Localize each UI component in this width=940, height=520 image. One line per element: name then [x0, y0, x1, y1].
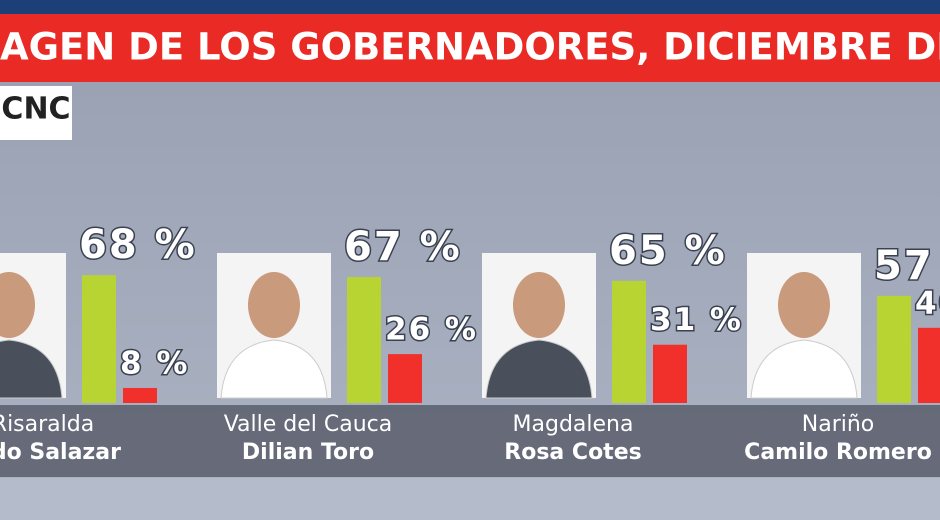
value-label: 40 % [915, 285, 940, 321]
region-name: Risaralda [0, 412, 94, 437]
bar [877, 295, 911, 403]
value-label: 57 % [874, 243, 940, 289]
bar [347, 277, 381, 403]
value-label: 26 % [385, 312, 478, 348]
photo-body [485, 339, 593, 399]
bar [653, 344, 687, 403]
bar [82, 275, 116, 403]
governor-name: redo Salazar [0, 440, 121, 465]
governor-name: Rosa Cotes [504, 440, 641, 465]
region-name: Magdalena [513, 412, 634, 437]
governor-name: Dilian Toro [242, 440, 374, 465]
value-label: 8 % [120, 345, 189, 381]
name-band [0, 405, 940, 477]
region-name: Valle del Cauca [224, 412, 393, 437]
bottom-band [0, 478, 940, 520]
photo-head [248, 272, 300, 338]
value-label: 31 % [650, 302, 743, 338]
governor-name: Camilo Romero [744, 440, 932, 465]
photo-head [0, 272, 35, 338]
photo-head [778, 272, 830, 338]
photo-body [0, 339, 63, 399]
value-label: 68 % [79, 222, 197, 268]
bar [612, 280, 646, 403]
top-band [0, 0, 940, 14]
bar [918, 327, 940, 403]
value-label: 65 % [609, 228, 727, 274]
photo-body [750, 339, 858, 399]
photo-body [220, 339, 328, 399]
chart-title: AGEN DE LOS GOBERNADORES, DICIEMBRE DE 2… [0, 26, 940, 69]
region-name: Nariño [802, 412, 875, 437]
logo: CNC [1, 92, 70, 127]
bar [123, 387, 157, 403]
logo-box [0, 86, 72, 140]
photo-head [513, 272, 565, 338]
title-banner [0, 14, 940, 82]
value-label: 67 % [344, 224, 462, 270]
bar [388, 354, 422, 403]
